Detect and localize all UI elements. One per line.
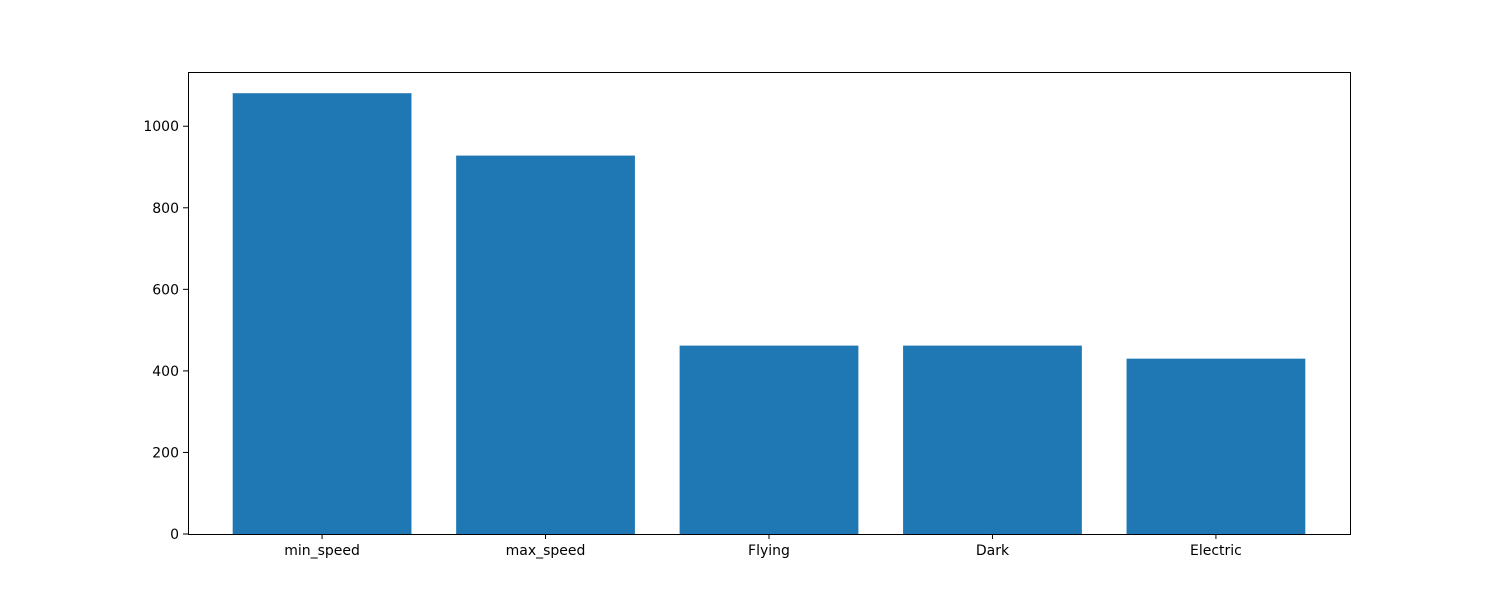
bars-layer <box>232 93 1306 535</box>
y-tick-label: 200 <box>152 445 179 461</box>
x-tick-label: min_speed <box>284 543 360 559</box>
y-tick-label: 400 <box>152 364 179 380</box>
plot-frame <box>188 72 1351 535</box>
x-tick-label: Electric <box>1190 543 1242 559</box>
y-tick-label: 0 <box>170 527 179 543</box>
bar-max-speed <box>456 155 635 535</box>
x-tick-label: Flying <box>748 543 790 559</box>
bar-electric <box>1126 358 1306 534</box>
y-tick-label: 600 <box>152 282 179 298</box>
bar-flying <box>679 345 859 534</box>
x-tick-label: max_speed <box>506 543 586 559</box>
y-tick-label: 800 <box>152 201 179 217</box>
x-axis: min_speed max_speed Flying Dark Electric <box>284 534 1242 559</box>
x-tick-label: Dark <box>976 543 1010 559</box>
bar-dark <box>903 345 1082 534</box>
y-tick-label: 1000 <box>143 119 179 135</box>
bar-min-speed <box>232 93 412 534</box>
y-axis: 0 200 400 600 800 1000 <box>143 119 188 543</box>
